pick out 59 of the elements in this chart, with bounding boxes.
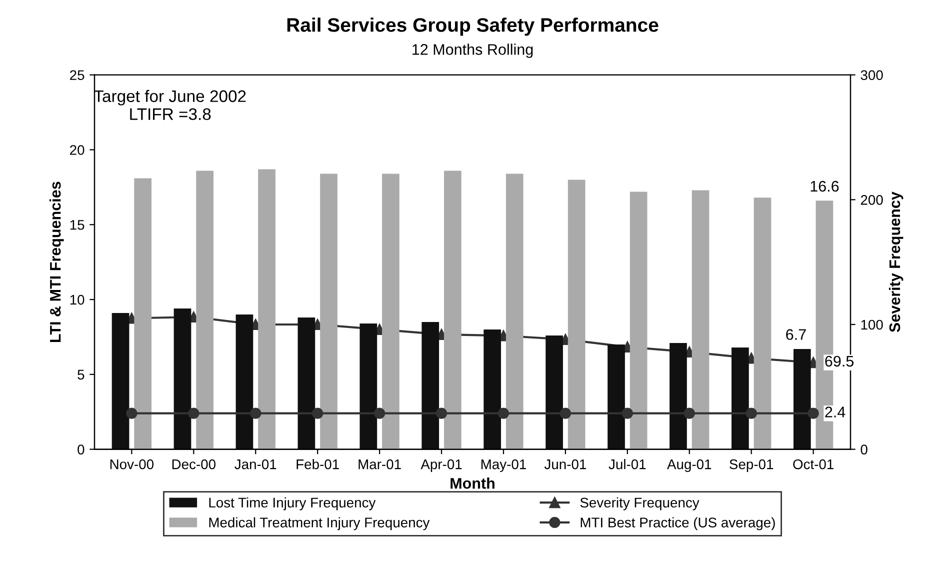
bar xyxy=(196,170,214,450)
bar xyxy=(630,192,648,450)
x-tick-label: May-01 xyxy=(481,459,526,472)
x-tick-label: Jan-01 xyxy=(234,459,276,470)
y2-tick-label: 300 xyxy=(860,70,883,80)
y2-tick-label: 0 xyxy=(860,444,868,454)
x-tick-label: Jun-01 xyxy=(544,459,586,470)
bar xyxy=(422,322,440,450)
bar xyxy=(754,198,772,450)
bar xyxy=(608,344,625,450)
bar xyxy=(174,308,192,450)
data-label: 69.5 xyxy=(825,356,854,367)
bar xyxy=(236,314,254,450)
y2-tick-label: 200 xyxy=(860,195,883,205)
bar xyxy=(692,190,710,450)
data-label: 16.6 xyxy=(810,180,839,192)
bar xyxy=(732,347,749,450)
bar xyxy=(568,180,586,450)
annotation: Target for June 2002 LTIFR =3.8 xyxy=(94,90,246,120)
x-tick-label: Dec-00 xyxy=(172,459,216,470)
y-tick-label: 25 xyxy=(70,70,84,80)
bar xyxy=(444,170,462,450)
bar xyxy=(112,313,130,450)
x-tick-label: Sep-01 xyxy=(730,459,774,472)
x-tick-label: Aug-01 xyxy=(667,459,712,472)
y-tick-label: 15 xyxy=(70,220,84,230)
bar xyxy=(793,348,811,450)
legend-label: Lost Time Injury Frequency xyxy=(209,497,376,510)
bar xyxy=(506,174,524,450)
x-tick-label: Oct-01 xyxy=(793,459,834,470)
chart-subtitle: 12 Months Rolling xyxy=(412,44,533,58)
x-tick-label: Jul-01 xyxy=(608,459,646,470)
y-tick-label: 5 xyxy=(78,370,84,380)
y2-tick-label: 100 xyxy=(861,320,883,330)
bar xyxy=(670,342,687,450)
legend-label: Severity Frequency xyxy=(580,497,700,510)
bar xyxy=(320,174,338,450)
chart-title: Rail Services Group Safety Performance xyxy=(287,18,658,36)
x-tick-label: Apr-01 xyxy=(420,459,462,472)
bar xyxy=(382,174,400,450)
data-label: 2.4 xyxy=(825,406,846,418)
data-label: 6.7 xyxy=(786,329,806,340)
y2-axis-title: Severity Frequency xyxy=(888,192,904,332)
bar xyxy=(360,323,378,450)
legend-label: MTI Best Practice (US average) xyxy=(580,517,775,530)
x-tick-label: Feb-01 xyxy=(296,459,339,470)
x-tick-label: Mar-01 xyxy=(358,459,401,470)
x-axis-title: Month xyxy=(450,478,494,489)
legend-label: Medical Treatment Injury Frequency xyxy=(209,517,430,530)
y-axis-title: LTI & MTI Frequencies xyxy=(50,182,64,342)
y-tick-label: 20 xyxy=(70,145,84,155)
x-tick-label: Nov-00 xyxy=(110,459,154,470)
bar xyxy=(484,329,502,450)
y-tick-label: 0 xyxy=(78,444,84,454)
bar xyxy=(546,335,563,450)
bar xyxy=(258,169,276,450)
bar xyxy=(298,317,316,450)
bar xyxy=(134,178,152,450)
y-tick-label: 10 xyxy=(70,294,84,305)
